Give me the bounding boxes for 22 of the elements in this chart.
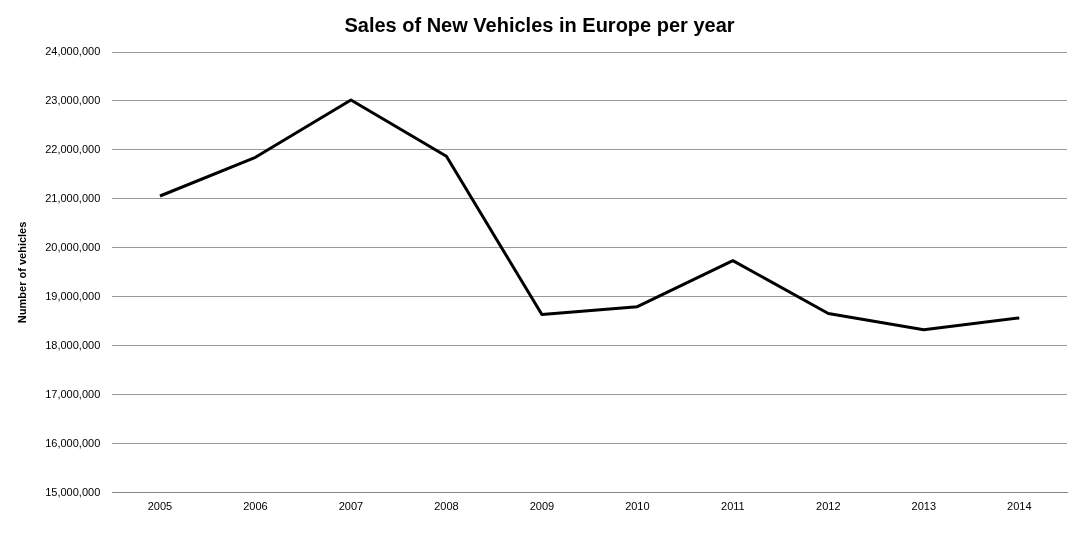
x-tick-label: 2010	[625, 500, 650, 513]
x-tick-label: 2005	[147, 500, 173, 513]
y-tick-label: 20,000,000	[45, 240, 101, 253]
y-tick-label: 23,000,000	[45, 94, 101, 107]
y-tick-label: 16,000,000	[45, 436, 101, 449]
x-tick-label: 2009	[529, 500, 555, 513]
y-tick-label: 21,000,000	[45, 191, 101, 204]
y-tick-label: 19,000,000	[45, 289, 101, 302]
y-axis-title: Number of vehicles	[15, 221, 28, 324]
y-tick-label: 24,000,000	[45, 45, 101, 58]
x-tick-label: 2014	[1007, 500, 1032, 513]
x-tick-label: 2013	[911, 500, 937, 513]
x-tick-label: 2008	[434, 500, 459, 513]
y-tick-label: 17,000,000	[45, 387, 101, 400]
x-tick-label: 2007	[338, 500, 364, 513]
x-tick-label: 2006	[243, 500, 268, 513]
x-tick-label: 2011	[721, 500, 745, 513]
y-tick-label: 15,000,000	[45, 485, 101, 498]
y-tick-label: 22,000,000	[45, 142, 101, 155]
x-tick-label: 2012	[816, 500, 841, 513]
chart-title: Sales of New Vehicles in Europe per year	[344, 13, 735, 36]
y-tick-label: 18,000,000	[45, 338, 101, 351]
